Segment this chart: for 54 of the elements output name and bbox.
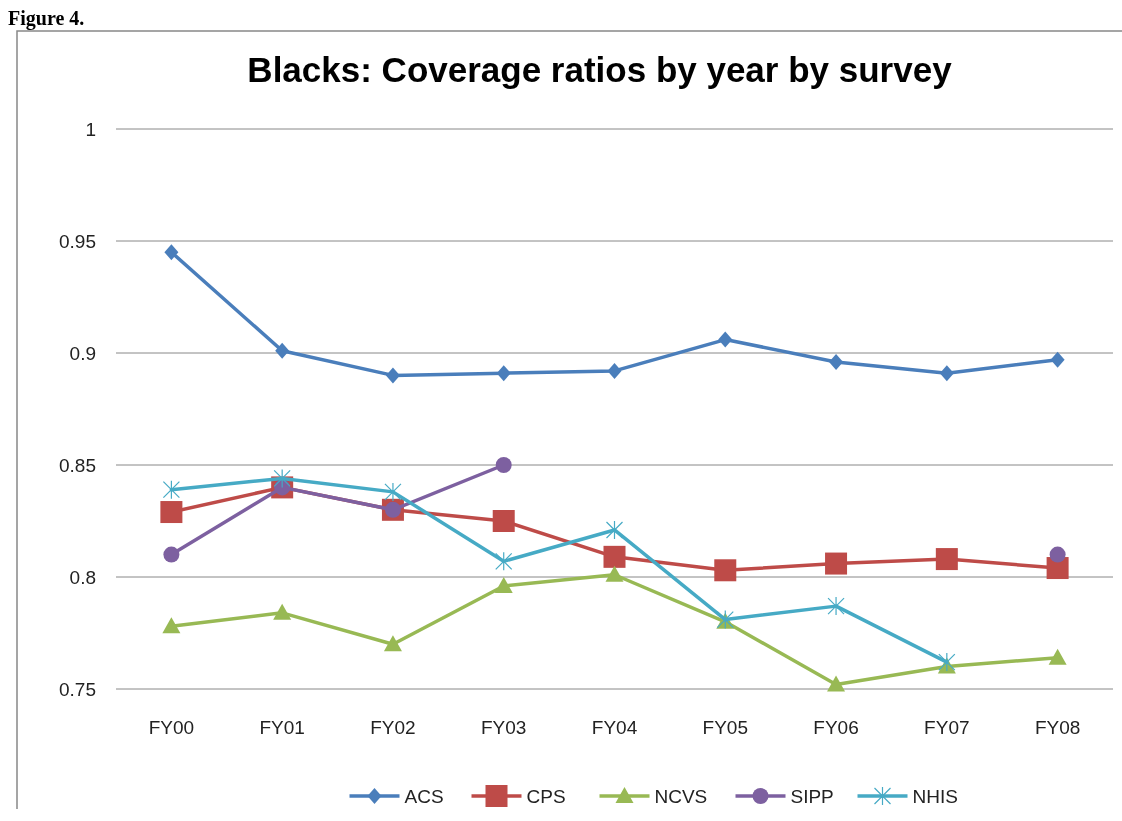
point (827, 675, 846, 692)
point (492, 510, 515, 532)
point (718, 331, 733, 348)
point (827, 596, 845, 616)
legend-label: NHIS (912, 785, 958, 807)
x-tick-label: FY03 (481, 717, 527, 738)
x-tick-label: FY04 (591, 717, 638, 738)
point (935, 548, 958, 571)
legend-label: ACS (404, 785, 444, 807)
point (1050, 351, 1065, 368)
point (1048, 648, 1067, 665)
point (938, 652, 956, 672)
point (164, 244, 179, 261)
point (495, 551, 513, 571)
point (494, 576, 513, 593)
point (496, 365, 511, 382)
x-tick-label: FY05 (702, 717, 748, 738)
point (385, 367, 400, 384)
point (829, 353, 844, 370)
y-tick-label: 0.8 (69, 566, 96, 588)
legend-label: CPS (526, 785, 566, 807)
y-tick-label: 1 (85, 118, 96, 140)
point (1049, 546, 1066, 563)
point (714, 559, 737, 582)
point (273, 468, 291, 489)
y-tick-label: 0.85 (59, 454, 96, 476)
x-tick-label: FY06 (813, 717, 859, 738)
x-tick-label: FY00 (148, 717, 195, 738)
x-tick-label: FY01 (259, 717, 305, 738)
point (162, 617, 181, 634)
point (273, 603, 292, 620)
point (383, 635, 402, 652)
y-tick-label: 0.9 (69, 342, 96, 364)
point (160, 501, 183, 524)
point (825, 552, 848, 575)
point (605, 520, 624, 540)
x-tick-label: FY07 (924, 717, 970, 738)
y-tick-label: 0.75 (59, 678, 96, 700)
x-tick-label: FY08 (1034, 717, 1081, 738)
point (275, 342, 290, 359)
point (163, 546, 180, 563)
point (495, 457, 512, 473)
point (603, 545, 626, 568)
caption: Figure 4. (8, 7, 85, 30)
point (384, 482, 402, 502)
point (939, 365, 954, 382)
point (162, 480, 180, 500)
point (607, 362, 622, 379)
chart-title: Blacks: Coverage ratios by year by survey (247, 50, 953, 89)
legend-label: NCVS (654, 785, 708, 807)
x-tick-label: FY02 (370, 717, 416, 738)
point (605, 565, 624, 582)
legend-label: SIPP (790, 785, 834, 807)
y-tick-label: 0.95 (59, 230, 96, 252)
